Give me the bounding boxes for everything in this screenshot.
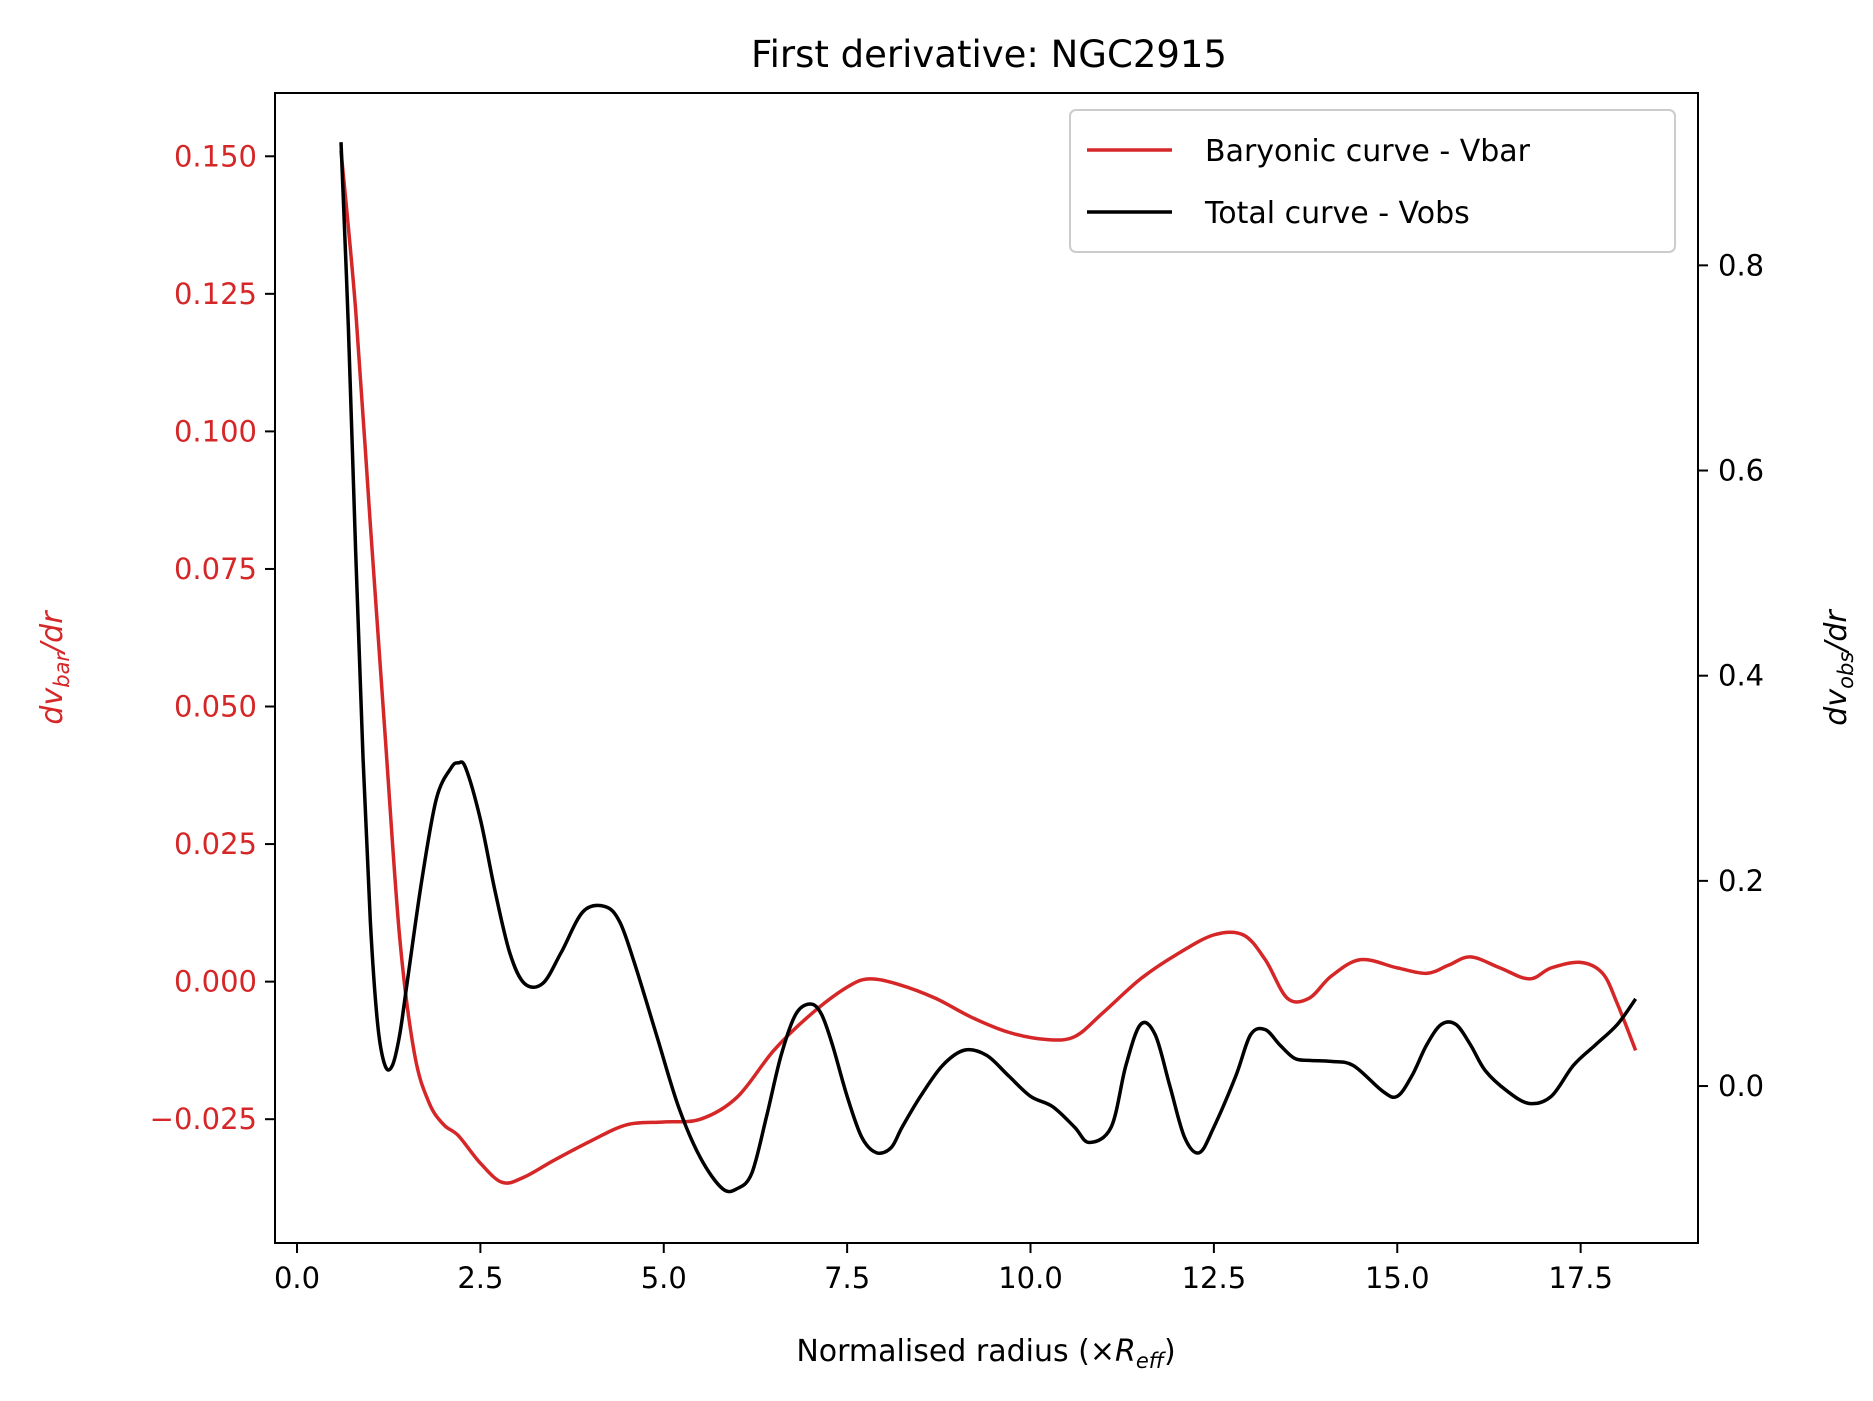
y-left-axis-label-tail: /dr [35,610,70,656]
y-right-axis-label-d: dv [1819,688,1854,726]
x-tick-label: 7.5 [824,1261,870,1295]
legend: Baryonic curve - Vbar Total curve - Vobs [1069,109,1676,253]
y-left-tick-label: 0.150 [174,139,257,173]
y-right-tick-label: 0.8 [1718,248,1764,282]
x-axis-label-var: R [1115,1334,1136,1369]
plot-frame [274,92,1699,1244]
x-axis-label: Normalised radius (×Reff) [796,1334,1175,1373]
x-tick-label: 5.0 [641,1261,687,1295]
y-right-tick-label: 0.0 [1718,1069,1764,1103]
x-tick-label: 0.0 [274,1261,320,1295]
x-tick-label: 17.5 [1548,1261,1613,1295]
y-right-tick-label: 0.2 [1718,864,1764,898]
y-right-axis-ticks: 0.0 0.2 0.4 0.6 0.8 [1698,248,1764,1103]
y-left-tick-label: 0.125 [174,277,257,311]
x-axis-label-sub: eff [1136,1349,1167,1373]
y-right-tick-label: 0.4 [1718,659,1764,693]
y-right-axis-label-sub: obs [1834,652,1858,689]
y-left-axis-ticks: −0.025 0.000 0.025 0.050 0.075 0.100 0.125 0.15… [150,139,275,1136]
y-left-tick-label: 0.025 [174,827,257,861]
plot-lines [339,142,1638,1194]
y-left-tick-label: −0.025 [150,1102,257,1136]
x-tick-label: 10.0 [998,1261,1063,1295]
x-axis-ticks: 0.0 2.5 5.0 7.5 10.0 12.5 15.0 17.5 [274,1243,1613,1295]
x-axis-label-text: Normalised radius (× [796,1334,1115,1369]
series-line-baryonic [339,150,1638,1185]
x-tick-label: 2.5 [457,1261,503,1295]
legend-box [1069,109,1676,253]
y-right-axis-label: dvobs/dr [1819,609,1858,726]
x-tick-label: 15.0 [1365,1261,1430,1295]
legend-label-baryonic: Baryonic curve - Vbar [1205,134,1531,169]
y-right-tick-label: 0.6 [1718,454,1764,488]
y-left-tick-label: 0.000 [174,965,257,999]
y-left-axis-label-sub: bar [50,652,74,688]
y-left-tick-label: 0.100 [174,414,257,448]
y-left-tick-label: 0.050 [174,690,257,724]
legend-label-total: Total curve - Vobs [1204,196,1470,231]
y-left-tick-label: 0.075 [174,552,257,586]
chart-title: First derivative: NGC2915 [751,33,1227,76]
y-left-axis-label: dvbar/dr [35,610,74,725]
y-left-axis-label-d: dv [35,687,70,725]
y-right-axis-label-tail: /dr [1819,609,1854,655]
x-axis-label-close: ) [1164,1334,1176,1369]
x-tick-label: 12.5 [1182,1261,1247,1295]
series-line-total [339,142,1638,1194]
